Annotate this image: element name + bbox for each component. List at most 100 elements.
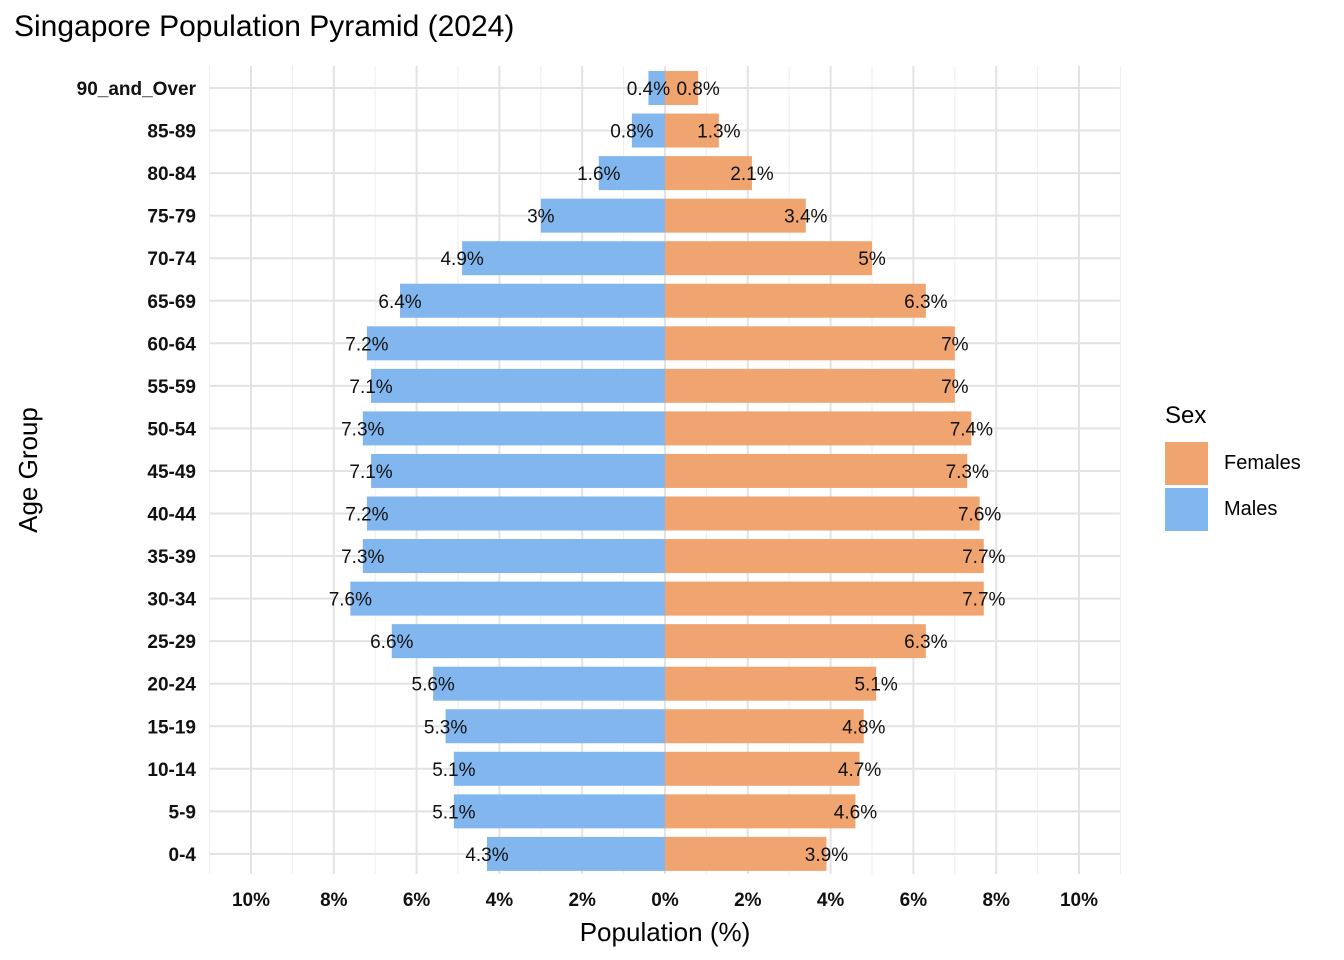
x-tick-label: 2% bbox=[568, 890, 596, 911]
data-label-males: 6.6% bbox=[370, 632, 413, 653]
bar-females bbox=[665, 156, 752, 191]
data-label-females: 4.6% bbox=[834, 802, 877, 823]
bar-males bbox=[366, 326, 665, 361]
legend-item-females: Females bbox=[1165, 440, 1301, 486]
data-label-males: 0.4% bbox=[627, 79, 670, 100]
bar-females bbox=[665, 624, 926, 659]
bar-males bbox=[433, 666, 665, 701]
bar-males bbox=[371, 453, 665, 488]
data-label-males: 1.6% bbox=[577, 164, 620, 185]
data-label-females: 2.1% bbox=[730, 164, 773, 185]
data-label-females: 5% bbox=[858, 249, 886, 270]
data-label-females: 7% bbox=[941, 377, 969, 398]
bar-females bbox=[665, 71, 699, 105]
y-tick-label: 50-54 bbox=[147, 419, 196, 440]
chart-title: Singapore Population Pyramid (2024) bbox=[14, 10, 515, 43]
data-label-males: 4.3% bbox=[465, 845, 508, 866]
legend-item-males: Males bbox=[1165, 486, 1301, 532]
legend-title: Sex bbox=[1165, 402, 1207, 429]
bar-males bbox=[486, 836, 665, 871]
x-tick-label: 2% bbox=[734, 890, 762, 911]
data-label-females: 6.3% bbox=[904, 632, 947, 653]
x-tick-label: 4% bbox=[817, 890, 845, 911]
x-tick-label: 8% bbox=[320, 890, 348, 911]
bar-males bbox=[631, 113, 665, 148]
bar-males bbox=[362, 539, 665, 574]
data-label-males: 5.1% bbox=[432, 760, 475, 781]
bar-males bbox=[391, 624, 665, 659]
bar-females bbox=[665, 581, 984, 616]
x-tick-label: 4% bbox=[486, 890, 514, 911]
bar-males bbox=[371, 368, 665, 403]
y-axis-title: Age Group bbox=[13, 407, 43, 533]
data-label-males: 0.8% bbox=[610, 122, 653, 143]
data-label-males: 5.6% bbox=[412, 675, 455, 696]
data-label-males: 5.1% bbox=[432, 802, 475, 823]
data-label-males: 6.4% bbox=[378, 292, 421, 313]
bar-females bbox=[665, 794, 856, 829]
data-label-females: 7.3% bbox=[946, 462, 989, 483]
y-tick-label: 60-64 bbox=[147, 334, 196, 355]
x-tick-label: 0% bbox=[651, 890, 679, 911]
bar-females bbox=[665, 709, 864, 744]
data-label-females: 3.4% bbox=[784, 207, 827, 228]
data-label-males: 7.3% bbox=[341, 419, 384, 440]
bar-females bbox=[665, 666, 877, 701]
bar-males bbox=[362, 411, 665, 446]
y-tick-label: 20-24 bbox=[147, 675, 196, 696]
bar-females bbox=[665, 836, 827, 871]
x-tick-label: 10% bbox=[1060, 890, 1098, 911]
y-tick-label: 45-49 bbox=[147, 462, 196, 483]
bar-males bbox=[598, 156, 665, 191]
legend-swatch-males bbox=[1165, 487, 1208, 531]
y-tick-label: 10-14 bbox=[147, 760, 196, 781]
legend-label-females: Females bbox=[1224, 451, 1301, 474]
bar-females bbox=[665, 496, 980, 531]
bar-males bbox=[462, 241, 665, 276]
y-tick-label: 55-59 bbox=[147, 377, 196, 398]
bar-males bbox=[400, 283, 665, 318]
y-tick-label: 65-69 bbox=[147, 292, 196, 313]
y-tick-label: 25-29 bbox=[147, 632, 196, 653]
data-label-females: 0.8% bbox=[676, 79, 719, 100]
data-label-males: 7.3% bbox=[341, 547, 384, 568]
data-label-females: 7.4% bbox=[950, 419, 993, 440]
y-tick-label: 90_and_Over bbox=[77, 79, 197, 100]
data-label-females: 5.1% bbox=[854, 675, 897, 696]
x-tick-label: 6% bbox=[900, 890, 928, 911]
bar-females bbox=[665, 326, 955, 361]
legend-swatch-females bbox=[1165, 441, 1208, 485]
data-label-females: 3.9% bbox=[805, 845, 848, 866]
data-label-males: 7.2% bbox=[345, 505, 388, 526]
data-label-males: 7.6% bbox=[329, 590, 372, 611]
bar-males bbox=[453, 794, 665, 829]
bar-males bbox=[445, 709, 665, 744]
bar-females bbox=[665, 539, 984, 574]
legend: Sex Females Males bbox=[1165, 402, 1301, 532]
bar-males bbox=[453, 751, 665, 786]
bar-females bbox=[665, 411, 972, 446]
bar-females bbox=[665, 198, 806, 233]
y-tick-label: 30-34 bbox=[147, 590, 196, 611]
bar-males bbox=[648, 71, 665, 105]
legend-label-males: Males bbox=[1224, 497, 1278, 520]
y-tick-label: 40-44 bbox=[147, 505, 196, 526]
bar-males bbox=[366, 496, 665, 531]
data-label-females: 7.7% bbox=[962, 547, 1005, 568]
bar-males bbox=[350, 581, 665, 616]
data-label-females: 1.3% bbox=[697, 122, 740, 143]
y-tick-label: 0-4 bbox=[169, 845, 197, 866]
x-tick-label: 8% bbox=[982, 890, 1010, 911]
data-label-males: 7.1% bbox=[349, 462, 392, 483]
x-axis-title: Population (%) bbox=[580, 917, 751, 947]
bar-females bbox=[665, 368, 955, 403]
y-tick-label: 85-89 bbox=[147, 122, 196, 143]
data-label-females: 4.7% bbox=[838, 760, 881, 781]
data-label-males: 4.9% bbox=[440, 249, 483, 270]
x-tick-label: 6% bbox=[403, 890, 431, 911]
bar-females bbox=[665, 283, 926, 318]
y-tick-label: 15-19 bbox=[147, 717, 196, 738]
bar-females bbox=[665, 113, 719, 148]
data-label-males: 7.2% bbox=[345, 334, 388, 355]
